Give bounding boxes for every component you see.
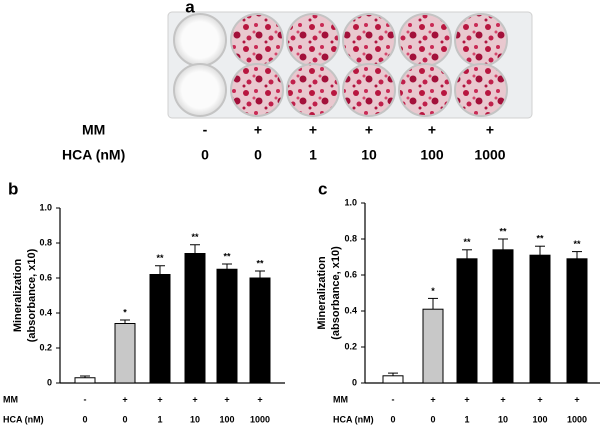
well: [398, 13, 452, 67]
row-value: 1000: [474, 147, 505, 163]
bar: [74, 377, 96, 384]
x-tick-label: +: [464, 394, 469, 404]
well: [342, 13, 396, 67]
well: [173, 63, 227, 117]
bar: [249, 277, 271, 384]
y-axis-label: (absorbance, x10): [26, 248, 38, 342]
row-value: 0: [201, 147, 209, 163]
row-value: 0: [254, 147, 262, 163]
x-tick-label: 100: [532, 414, 547, 424]
bar: [566, 258, 588, 384]
x-tick-label: 0: [390, 414, 395, 424]
y-tick-label: 0.4: [344, 305, 357, 315]
x-tick-label: 0: [82, 414, 87, 424]
x-tick-label: +: [537, 394, 542, 404]
x-row-label: HCA (nM): [3, 414, 44, 424]
x-tick-label: +: [192, 394, 197, 404]
x-tick-label: +: [224, 394, 229, 404]
x-tick-label: +: [574, 394, 579, 404]
well: [286, 13, 340, 67]
panel-label: c: [318, 179, 327, 198]
culture-plate: [167, 11, 533, 119]
y-tick-label: 0.8: [344, 233, 357, 243]
significance: **: [191, 232, 199, 242]
significance: *: [123, 307, 127, 317]
y-tick-label: 0.8: [39, 237, 52, 247]
y-tick-label: 0: [352, 377, 357, 387]
row-label: HCA (nM): [62, 147, 125, 163]
bar: [184, 253, 206, 384]
y-tick-label: 1.0: [344, 197, 357, 207]
row-value: 10: [361, 147, 377, 163]
x-tick-label: +: [122, 394, 127, 404]
panel-label: b: [8, 179, 18, 198]
well: [398, 63, 452, 117]
x-tick-label: +: [257, 394, 262, 404]
y-axis-label: Mineralization: [316, 256, 328, 330]
bar: [492, 249, 514, 384]
significance: **: [499, 226, 507, 236]
well: [173, 13, 227, 67]
y-tick-label: 0.2: [344, 341, 357, 351]
y-tick-label: 0: [47, 377, 52, 387]
x-tick-label: 1000: [250, 414, 270, 424]
x-row-label: MM: [3, 394, 18, 404]
y-tick-label: 0.2: [39, 342, 52, 352]
row-value: +: [486, 122, 494, 138]
bar: [456, 258, 478, 384]
y-tick-label: 1.0: [39, 202, 52, 212]
x-tick-label: 1000: [567, 414, 587, 424]
y-axis-label: Mineralization: [12, 259, 24, 333]
bar: [216, 268, 238, 384]
x-tick-label: 0: [430, 414, 435, 424]
panel-label: a: [185, 0, 195, 16]
well: [454, 63, 508, 117]
well: [342, 63, 396, 117]
significance: **: [536, 234, 544, 244]
significance: **: [223, 251, 231, 261]
x-tick-label: 10: [190, 414, 200, 424]
row-value: +: [254, 122, 262, 138]
significance: **: [256, 258, 264, 268]
row-value: 1: [309, 147, 317, 163]
y-tick-label: 0.6: [344, 269, 357, 279]
x-row-label: HCA (nM): [333, 414, 374, 424]
x-tick-label: 1: [157, 414, 162, 424]
bar: [149, 274, 171, 384]
x-tick-label: -: [84, 394, 87, 404]
row-value: +: [428, 122, 436, 138]
x-row-label: MM: [333, 394, 348, 404]
well: [230, 63, 284, 117]
y-tick-label: 0.6: [39, 272, 52, 282]
row-value: +: [365, 122, 373, 138]
well: [454, 13, 508, 67]
row-value: -: [203, 122, 208, 138]
y-axis-label: (absorbance, x10): [330, 246, 342, 340]
x-tick-label: +: [500, 394, 505, 404]
x-tick-label: +: [430, 394, 435, 404]
significance: **: [573, 239, 581, 249]
row-value: +: [309, 122, 317, 138]
significance: *: [431, 286, 435, 296]
well: [286, 63, 340, 117]
row-value: 100: [420, 147, 444, 163]
significance: **: [463, 237, 471, 247]
bar: [422, 308, 444, 384]
y-tick-label: 0.4: [39, 307, 52, 317]
x-tick-label: 100: [219, 414, 234, 424]
row-label: MM: [82, 122, 105, 138]
x-tick-label: 0: [122, 414, 127, 424]
x-tick-label: 10: [498, 414, 508, 424]
well: [230, 13, 284, 67]
significance: **: [156, 253, 164, 263]
bar: [529, 254, 551, 384]
x-tick-label: +: [157, 394, 162, 404]
bar: [382, 375, 404, 384]
x-tick-label: -: [392, 394, 395, 404]
bar: [114, 323, 136, 384]
x-tick-label: 1: [464, 414, 469, 424]
